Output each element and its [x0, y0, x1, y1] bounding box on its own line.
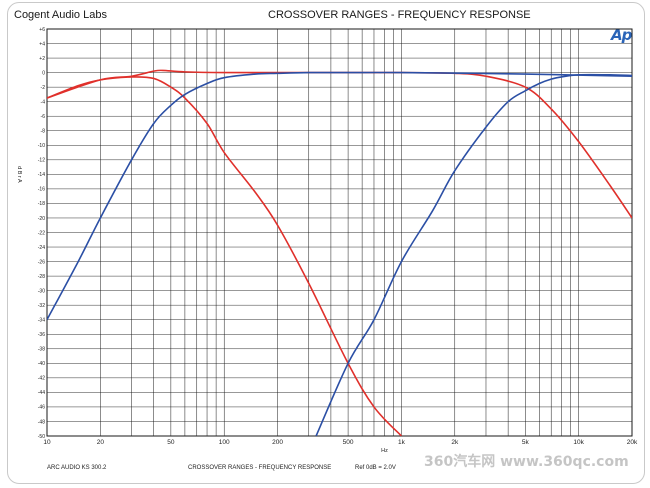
- series-line-2: [47, 69, 632, 219]
- y-tick-label: -44: [38, 390, 45, 396]
- x-axis-label: Hz: [381, 448, 388, 454]
- y-tick-label: -10: [38, 143, 45, 149]
- y-tick-label: +6: [39, 27, 45, 33]
- y-tick-label: -38: [38, 347, 45, 353]
- y-tick-label: -40: [38, 361, 45, 367]
- x-tick-label: 10k: [573, 439, 584, 446]
- y-tick-label: -24: [38, 245, 45, 251]
- y-tick-label: -12: [38, 158, 45, 164]
- chart-title: CROSSOVER RANGES - FREQUENCY RESPONSE: [268, 9, 531, 21]
- series-line-4: [315, 73, 632, 436]
- x-tick-label: 20k: [627, 439, 638, 446]
- y-tick-label: -50: [38, 434, 45, 440]
- y-tick-label: -2: [41, 85, 46, 91]
- y-tick-label: -14: [38, 172, 45, 178]
- footer-title: CROSSOVER RANGES - FREQUENCY RESPONSE: [188, 465, 332, 471]
- footer-device: ARC AUDIO KS 300.2: [47, 465, 107, 471]
- y-tick-label: -46: [38, 405, 45, 411]
- y-tick-label: -30: [38, 288, 45, 294]
- y-tick-label: 0: [42, 70, 45, 76]
- x-tick-label: 500: [343, 439, 354, 446]
- x-tick-label: 1k: [398, 439, 406, 446]
- y-tick-label: -16: [38, 187, 45, 193]
- plot-area: [46, 28, 633, 437]
- y-tick-label: -18: [38, 201, 45, 207]
- ap-logo: Ap: [611, 26, 632, 44]
- y-tick-label: -28: [38, 274, 45, 280]
- x-tick-label: 10: [43, 439, 51, 446]
- y-tick-label: -36: [38, 332, 45, 338]
- y-tick-label: -42: [38, 376, 45, 382]
- x-tick-label: 2k: [451, 439, 459, 446]
- x-tick-label: 100: [219, 439, 230, 446]
- y-tick-label: -22: [38, 230, 45, 236]
- y-tick-label: -6: [41, 114, 46, 120]
- footer-reference: Ref 0dB = 2.0V: [355, 465, 396, 471]
- y-tick-label: -20: [38, 216, 45, 222]
- y-axis-label: d B r A: [16, 166, 22, 183]
- watermark: 360汽车网 www.360qc.com: [424, 454, 629, 470]
- x-tick-label: 200: [272, 439, 283, 446]
- y-tick-label: -32: [38, 303, 45, 309]
- company-name: Cogent Audio Labs: [14, 9, 107, 21]
- y-tick-label: -26: [38, 259, 45, 265]
- y-tick-label: +2: [39, 56, 45, 62]
- x-tick-label: 50: [167, 439, 175, 446]
- y-tick-label: +4: [39, 41, 45, 47]
- x-tick-label: 20: [97, 439, 105, 446]
- y-tick-label: -4: [41, 99, 46, 105]
- chart-frame: [7, 2, 645, 484]
- series-line-3: [47, 71, 632, 321]
- x-tick-label: 5k: [522, 439, 530, 446]
- y-tick-label: -8: [41, 129, 46, 135]
- y-tick-label: -48: [38, 419, 45, 425]
- y-tick-label: -34: [38, 318, 45, 324]
